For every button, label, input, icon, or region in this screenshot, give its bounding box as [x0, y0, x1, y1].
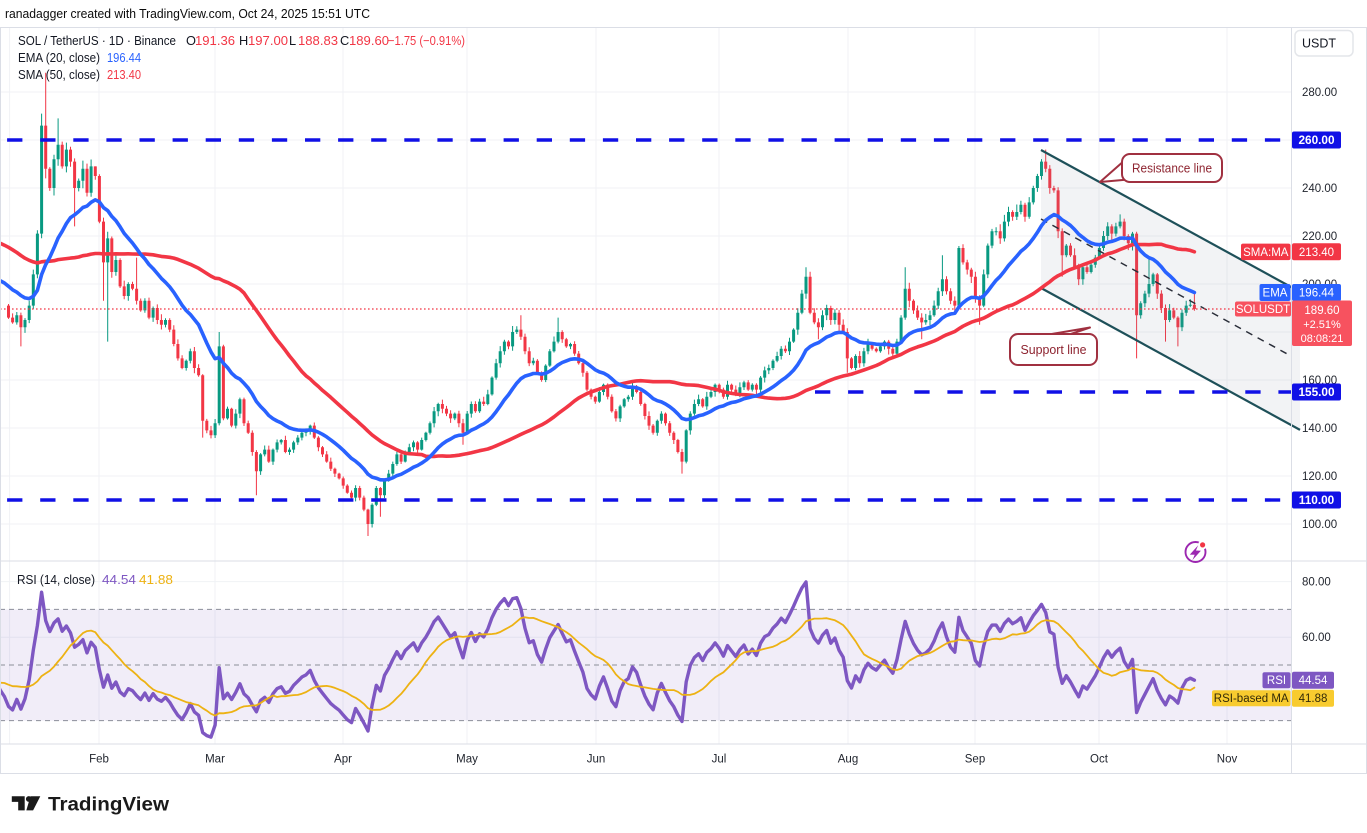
svg-text:SMA:MA: SMA:MA	[1243, 247, 1289, 259]
svg-text:L: L	[289, 33, 296, 48]
svg-text:213.40: 213.40	[107, 67, 141, 82]
svg-text:Aug: Aug	[838, 754, 858, 766]
svg-text:155.00: 155.00	[1298, 385, 1335, 399]
svg-text:191.36: 191.36	[195, 33, 235, 48]
svg-text:RSI: RSI	[1267, 675, 1286, 687]
svg-text:RSI (14, close): RSI (14, close)	[17, 572, 95, 587]
svg-text:Apr: Apr	[334, 754, 352, 766]
svg-text:Oct: Oct	[1090, 754, 1109, 766]
svg-text:TradingView: TradingView	[48, 794, 170, 816]
svg-text:80.00: 80.00	[1302, 577, 1331, 589]
svg-text:Feb: Feb	[89, 754, 109, 766]
svg-text:280.00: 280.00	[1302, 87, 1337, 99]
svg-text:Support line: Support line	[1021, 343, 1087, 357]
svg-text:197.00: 197.00	[248, 33, 288, 48]
svg-text:Jun: Jun	[587, 754, 606, 766]
svg-text:240.00: 240.00	[1302, 183, 1337, 195]
svg-text:189.60: 189.60	[349, 33, 389, 48]
svg-text:Sep: Sep	[965, 754, 985, 766]
svg-text:110.00: 110.00	[1299, 493, 1335, 507]
svg-text:EMA: EMA	[1263, 288, 1288, 300]
svg-text:41.88: 41.88	[139, 572, 173, 587]
svg-text:EMA (20, close): EMA (20, close)	[18, 50, 100, 65]
svg-text:SMA (50, close): SMA (50, close)	[18, 67, 100, 82]
svg-text:140.00: 140.00	[1302, 423, 1337, 435]
svg-text:120.00: 120.00	[1302, 471, 1337, 483]
svg-text:SOL / TetherUS · 1D · Binance: SOL / TetherUS · 1D · Binance	[18, 33, 176, 48]
svg-text:260.00: 260.00	[1298, 133, 1335, 147]
svg-text:100.00: 100.00	[1302, 519, 1337, 531]
svg-text:RSI-based MA: RSI-based MA	[1214, 693, 1289, 705]
svg-text:213.40: 213.40	[1299, 247, 1334, 259]
svg-text:08:08:21: 08:08:21	[1301, 333, 1344, 345]
svg-text:SOLUSDT: SOLUSDT	[1236, 304, 1290, 316]
svg-text:41.88: 41.88	[1299, 693, 1328, 705]
svg-text:C: C	[340, 33, 349, 48]
svg-text:196.44: 196.44	[107, 50, 141, 65]
svg-text:USDT: USDT	[1302, 37, 1336, 51]
svg-text:60.00: 60.00	[1302, 632, 1331, 644]
svg-text:Nov: Nov	[1217, 754, 1238, 766]
svg-text:May: May	[456, 754, 478, 766]
svg-text:196.44: 196.44	[1299, 288, 1335, 300]
svg-text:ranadagger created with Tradin: ranadagger created with TradingView.com,…	[5, 7, 370, 21]
svg-text:Resistance line: Resistance line	[1132, 162, 1212, 176]
svg-text:Mar: Mar	[205, 754, 225, 766]
svg-text:44.54: 44.54	[102, 572, 136, 587]
svg-text:189.60: 189.60	[1304, 305, 1339, 317]
svg-text:−1.75 (−0.91%): −1.75 (−0.91%)	[388, 33, 465, 48]
svg-text:Jul: Jul	[712, 754, 727, 766]
svg-text:O: O	[186, 33, 196, 48]
svg-text:188.83: 188.83	[298, 33, 338, 48]
svg-text:+2.51%: +2.51%	[1303, 319, 1341, 331]
svg-text:220.00: 220.00	[1302, 231, 1337, 243]
svg-text:H: H	[239, 33, 248, 48]
svg-text:44.54: 44.54	[1299, 675, 1328, 687]
